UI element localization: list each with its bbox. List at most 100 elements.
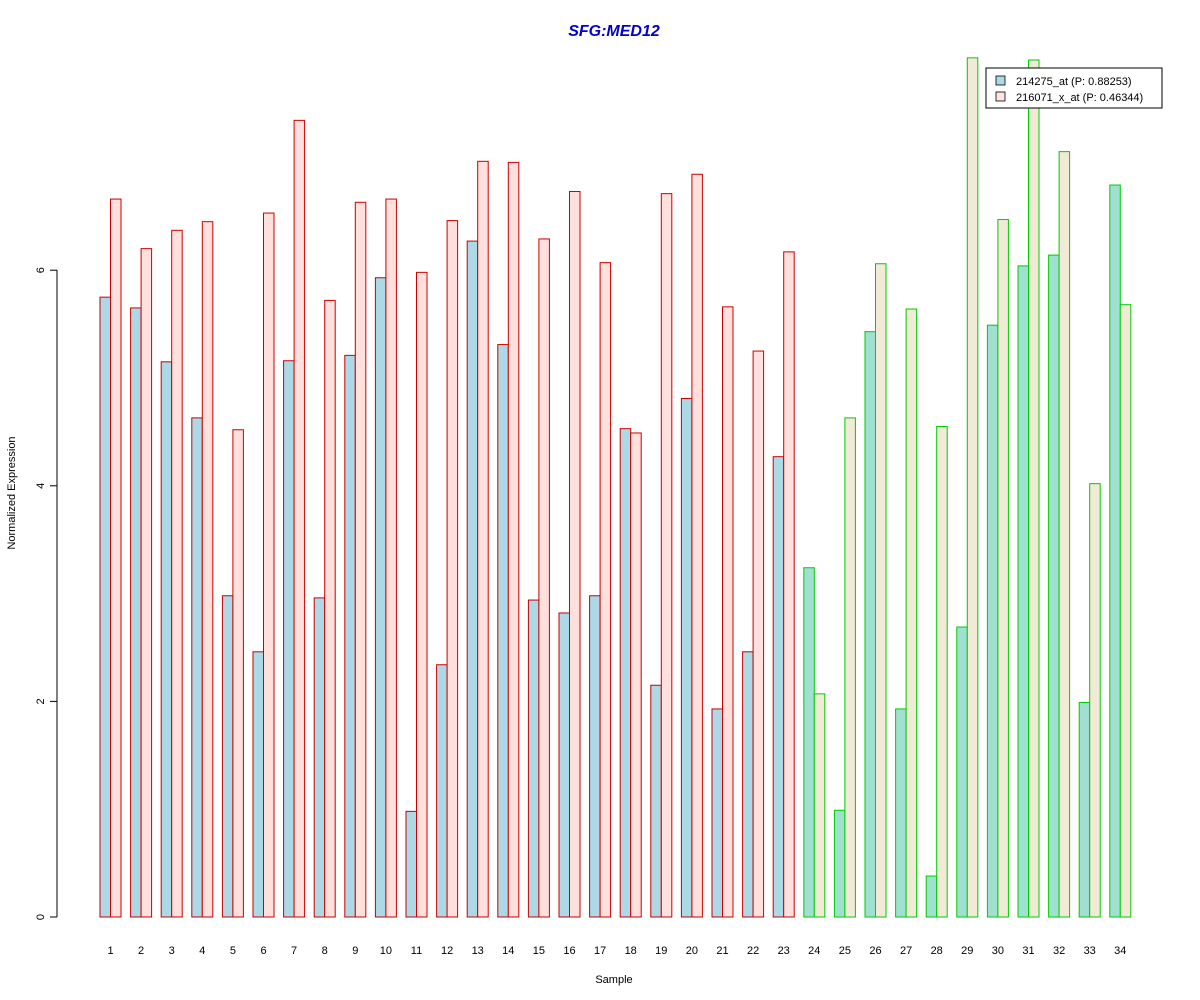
bar-series-1-sample-7 [283,360,295,918]
x-tick-label-18: 18 [625,945,637,957]
bar-series-1-sample-19 [650,684,662,918]
x-tick-label-8: 8 [322,945,328,957]
x-tick-label-13: 13 [472,945,484,957]
legend-box [985,67,1163,109]
x-tick-label-31: 31 [1022,945,1034,957]
bar-series-2-sample-9 [354,201,367,918]
bar-series-1-sample-5 [221,595,234,918]
y-axis-label: Normalized Expression [6,436,18,549]
bars-group [99,57,1132,918]
x-tick-label-26: 26 [869,945,881,957]
y-tick-label: 4 [35,483,47,489]
bar-series-1-sample-10 [374,277,387,918]
x-tick-label-17: 17 [594,945,606,957]
bar-series-2-sample-3 [171,229,183,918]
bar-series-2-sample-7 [293,119,306,918]
x-tick-label-25: 25 [839,945,851,957]
x-tick-label-1: 1 [107,945,113,957]
x-axis-tick-labels: 1 2 3 4 5 6 7 8 9 10 11 12 13 14 15 16 17 18 19 20 21 22 23 24 2… [107,945,1126,957]
bar-series-2-sample-32 [1058,151,1071,918]
x-tick-label-2: 2 [138,945,144,957]
bar-series-1-sample-18 [619,428,632,918]
bar-series-1-sample-34 [1109,184,1121,918]
x-tick-label-4: 4 [199,945,205,957]
bar-series-2-sample-10 [385,198,397,918]
bar-series-1-sample-20 [680,397,693,918]
x-tick-label-5: 5 [230,945,236,957]
x-tick-label-10: 10 [380,945,392,957]
x-tick-label-21: 21 [716,945,728,957]
x-tick-label-28: 28 [931,945,943,957]
bar-series-1-sample-32 [1048,254,1060,918]
bar-series-2-sample-15 [538,238,550,918]
bar-series-2-sample-18 [630,432,642,918]
bar-series-2-sample-2 [140,248,153,918]
x-tick-label-12: 12 [441,945,453,957]
bar-series-1-sample-29 [956,626,968,918]
bar-series-2-sample-30 [997,219,1009,918]
bar-series-2-sample-1 [110,198,122,918]
bar-series-1-sample-26 [864,331,876,918]
y-tick-label: 0 [35,914,47,920]
bar-series-2-sample-26 [875,263,887,918]
bar-series-2-sample-21 [722,306,734,918]
x-tick-label-22: 22 [747,945,759,957]
bar-series-2-sample-25 [844,417,856,918]
bar-series-2-sample-29 [966,57,979,918]
bar-series-1-sample-16 [558,612,570,918]
chart-title: SFG:MED12 [568,23,660,40]
bar-series-1-sample-1 [99,296,111,918]
bar-series-1-sample-24 [803,567,815,918]
legend: 214275_at (P: 0.88253) 216071_x_at (P: 0… [985,67,1163,109]
x-tick-label-20: 20 [686,945,698,957]
bar-series-2-sample-24 [813,693,826,918]
bar-series-1-sample-25 [833,809,846,918]
x-tick-label-6: 6 [260,945,266,957]
legend-swatch-series-1 [995,75,1006,86]
bar-series-1-sample-15 [527,599,540,918]
y-tick-label: 6 [35,267,47,273]
bar-series-2-sample-31 [1028,59,1040,918]
y-tick-label: 2 [35,698,47,704]
bar-series-2-sample-14 [507,161,520,918]
legend-swatch-series-2 [995,91,1006,102]
x-tick-label-11: 11 [411,945,422,957]
bar-series-2-sample-20 [691,173,703,918]
bar-series-1-sample-21 [711,708,723,918]
bar-series-1-sample-31 [1017,265,1029,918]
x-axis-label: Sample [595,974,632,986]
bar-series-1-sample-12 [436,664,448,918]
x-tick-label-24: 24 [808,945,820,957]
x-tick-label-29: 29 [961,945,973,957]
bar-series-2-sample-13 [477,160,489,918]
bar-series-1-sample-27 [895,708,907,918]
legend-label-series-2: 216071_x_at (P: 0.46344) [1016,92,1143,104]
bar-series-1-sample-6 [252,651,264,918]
x-tick-label-23: 23 [778,945,790,957]
legend-label-series-1: 214275_at (P: 0.88253) [1016,76,1132,88]
x-tick-label-30: 30 [992,945,1004,957]
bar-series-1-sample-3 [160,361,173,918]
x-tick-label-16: 16 [563,945,575,957]
bar-series-1-sample-13 [466,240,479,918]
bar-series-2-sample-4 [201,221,214,918]
x-tick-label-19: 19 [655,945,667,957]
bar-series-1-sample-8 [313,597,326,918]
bar-series-2-sample-33 [1089,483,1101,918]
x-tick-label-15: 15 [533,945,545,957]
bar-series-1-sample-28 [925,875,938,918]
bar-series-2-sample-23 [783,251,795,918]
x-tick-label-7: 7 [291,945,297,957]
bar-series-2-sample-6 [263,212,275,918]
x-tick-label-27: 27 [900,945,912,957]
bar-series-2-sample-16 [569,191,581,918]
bar-series-1-sample-9 [344,354,356,918]
x-tick-label-33: 33 [1084,945,1096,957]
x-tick-label-34: 34 [1114,945,1126,957]
x-tick-label-14: 14 [502,945,514,957]
bar-series-1-sample-23 [772,456,785,918]
bar-series-1-sample-4 [191,417,203,918]
x-tick-label-32: 32 [1053,945,1065,957]
bar-series-2-sample-8 [324,299,336,918]
bar-series-1-sample-22 [742,651,754,918]
